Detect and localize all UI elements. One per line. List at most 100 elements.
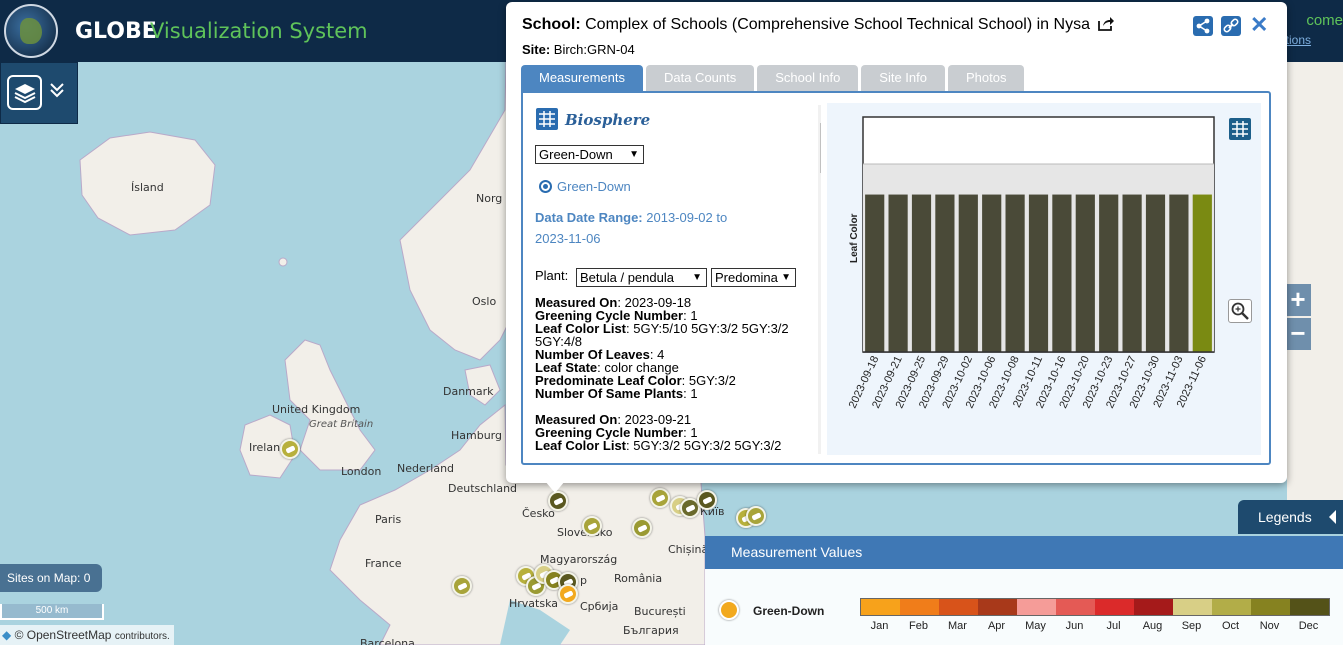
zoom-out-button[interactable]: −	[1285, 318, 1311, 350]
field-label: Measured On	[535, 412, 618, 427]
site-marker[interactable]	[280, 439, 300, 459]
legend-swatch	[1056, 599, 1095, 615]
tab-school-info[interactable]: School Info	[757, 65, 859, 91]
welcome-link[interactable]: tions	[1285, 33, 1311, 47]
protocol-radio[interactable]: Green-Down	[539, 179, 631, 194]
site-marker[interactable]	[582, 516, 602, 536]
map-label-czechia: Česko	[522, 507, 555, 520]
legend-months: Jan Feb Mar Apr May Jun Jul Aug Sep Oct Nov Dec	[860, 620, 1328, 632]
protocol-select[interactable]: Green-Down ▼	[535, 145, 644, 164]
site-marker[interactable]	[452, 576, 472, 596]
map-label-serbia: Србија	[580, 600, 619, 613]
bar	[911, 194, 932, 352]
legend-month-label: Oct	[1221, 620, 1240, 632]
map-label-norway: Norg	[476, 192, 503, 205]
site-marker[interactable]	[548, 491, 568, 511]
date-range: Data Date Range: 2013-09-02 to 2023-11-0…	[535, 207, 785, 249]
bar	[935, 194, 955, 352]
field-label: Number Of Same Plants	[535, 386, 684, 401]
legend-swatch	[1017, 599, 1056, 615]
plant-row: Plant: Betula / pendula ▼ Predomina ▼	[535, 268, 796, 287]
close-icon[interactable]: ✕	[1250, 12, 1269, 37]
legend-month-label: Mar	[948, 620, 967, 632]
measurement-details[interactable]: Biosphere Green-Down ▼ Green-Down Data D…	[535, 103, 821, 455]
bar	[1005, 194, 1025, 352]
date-range-end: 2023-11-06	[535, 231, 601, 246]
tab-data-counts[interactable]: Data Counts	[645, 65, 755, 91]
legend-swatch	[1212, 599, 1251, 615]
external-link-icon[interactable]	[1098, 16, 1115, 36]
link-icon[interactable]	[1221, 16, 1241, 36]
layers-toggle-button[interactable]	[0, 62, 78, 124]
table-icon[interactable]	[1228, 117, 1252, 141]
school-line: School: Complex of Schools (Comprehensiv…	[522, 16, 1115, 36]
legend-swatch	[1095, 599, 1134, 615]
field-value: 2023-09-21	[624, 412, 692, 427]
scrollbar-thumb[interactable]	[820, 123, 821, 173]
field-label: Leaf Color List	[535, 321, 627, 336]
legend-item-label: Green-Down	[753, 604, 825, 618]
map-label-france: France	[365, 557, 402, 570]
zoom-in-button[interactable]: +	[1285, 284, 1311, 316]
legend-swatch	[978, 599, 1017, 615]
map-label-oslo: Oslo	[472, 295, 497, 308]
date-range-value: 2013-09-02 to	[646, 210, 728, 225]
bar	[958, 194, 978, 352]
globe-logo[interactable]	[4, 4, 58, 58]
field-value: 5GY:3/2	[688, 373, 736, 388]
section-title: Biosphere	[565, 111, 651, 129]
site-marker[interactable]	[746, 506, 766, 526]
chart-panel: 2023-09-18 2023-09-21 2023-09-25 2023-09-29…	[827, 103, 1261, 455]
chevron-down-icon: ▼	[629, 149, 639, 160]
site-marker[interactable]	[680, 498, 700, 518]
legend-month-label: Nov	[1259, 620, 1280, 632]
welcome-text: come	[1306, 12, 1343, 29]
map-label-hungary: Magyarország	[540, 553, 618, 566]
legends-toggle[interactable]: Legends	[1238, 500, 1343, 534]
magnifier-icon[interactable]	[1228, 299, 1252, 323]
site-marker[interactable]	[558, 584, 578, 604]
field-label: Number Of Leaves	[535, 347, 650, 362]
records-list: Measured On: 2023-09-18 Greening Cycle N…	[535, 296, 807, 455]
share-icon[interactable]	[1193, 16, 1213, 36]
attribution-link[interactable]: © OpenStreetMap	[14, 628, 112, 642]
site-marker[interactable]	[632, 518, 652, 538]
legend-panel: Measurement Values Green-Down Jan Feb Mar A…	[705, 536, 1343, 645]
table-icon[interactable]	[535, 107, 559, 131]
chevron-down-icon: ▼	[692, 272, 702, 283]
scrollbar[interactable]: ▲ ▼	[818, 105, 821, 454]
map-label-iceland: Ísland	[131, 181, 164, 194]
tab-site-info[interactable]: Site Info	[861, 65, 945, 91]
measurements-panel: Biosphere Green-Down ▼ Green-Down Data D…	[521, 91, 1271, 465]
legend-swatch	[861, 599, 900, 615]
legend-month-label: Dec	[1298, 620, 1319, 632]
field-label: Greening Cycle Number	[535, 308, 684, 323]
legend-month-label: Jan	[870, 620, 889, 632]
predominate-select-value: Predomina	[715, 270, 778, 285]
map-label-uk: United Kingdom	[272, 403, 361, 416]
bar	[1169, 194, 1189, 352]
site-marker[interactable]	[650, 488, 670, 508]
tab-measurements[interactable]: Measurements	[521, 65, 643, 91]
tab-photos[interactable]: Photos	[948, 65, 1025, 91]
y-axis-label: Leaf Color	[849, 213, 860, 263]
field-label: Greening Cycle Number	[535, 425, 684, 440]
predominate-select[interactable]: Predomina ▼	[711, 268, 796, 287]
map-label-croatia: Hrvatska	[509, 597, 559, 610]
bar	[1075, 194, 1095, 352]
sites-on-map-badge: Sites on Map: 0	[0, 564, 102, 592]
legend-swatch	[900, 599, 939, 615]
field-label: Leaf State	[535, 360, 598, 375]
date-range-label: Data Date Range:	[535, 210, 643, 225]
layers-icon	[7, 75, 42, 110]
legend-month-label: Jul	[1106, 620, 1121, 632]
map-label-ireland: Irelan	[249, 441, 281, 454]
bar	[1122, 194, 1142, 352]
plant-select[interactable]: Betula / pendula ▼	[576, 268, 707, 287]
legend-month-label: Aug	[1142, 620, 1163, 632]
site-marker[interactable]	[697, 490, 717, 510]
bar	[888, 194, 908, 352]
chevron-down-icon: ▼	[781, 272, 791, 283]
bar	[1052, 194, 1072, 352]
collapse-triangle-icon	[1329, 510, 1336, 524]
